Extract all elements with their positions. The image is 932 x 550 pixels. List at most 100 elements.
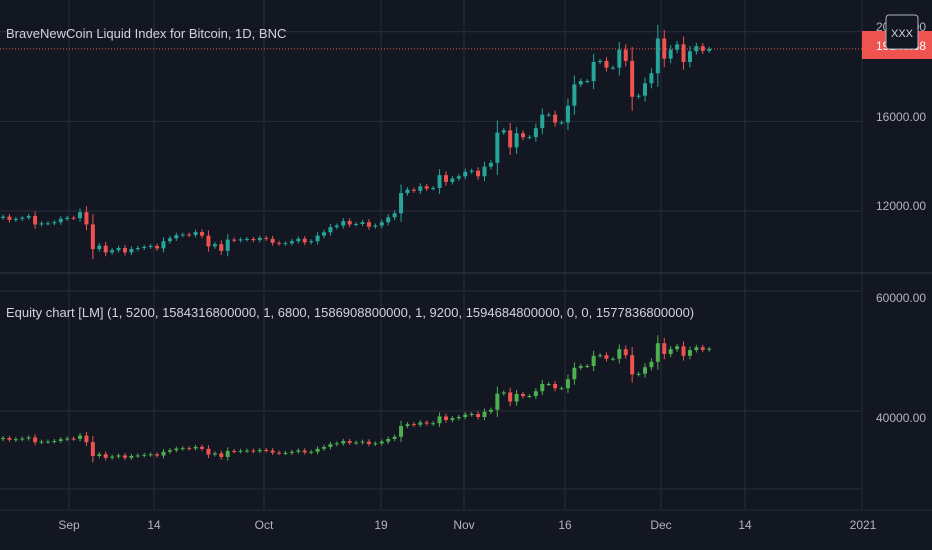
candle-down bbox=[508, 392, 513, 402]
candle-down bbox=[604, 355, 609, 359]
candle-down bbox=[424, 186, 429, 189]
candle-up bbox=[405, 189, 410, 194]
candle-up bbox=[572, 367, 577, 380]
candle-up bbox=[167, 450, 172, 452]
candle-up bbox=[514, 393, 519, 402]
candle-up bbox=[386, 217, 391, 223]
candle-up bbox=[456, 417, 461, 419]
candle-up bbox=[450, 178, 455, 182]
candle-up bbox=[585, 81, 590, 83]
candle-up bbox=[540, 114, 545, 129]
candle-up bbox=[161, 451, 166, 456]
candle-down bbox=[623, 349, 628, 356]
candle-down bbox=[347, 441, 352, 443]
candle-up bbox=[238, 450, 243, 452]
equity-scale-label: 60000.00 bbox=[876, 291, 926, 305]
candle-down bbox=[521, 393, 526, 397]
candle-up bbox=[610, 67, 615, 69]
time-axis-label: Nov bbox=[453, 518, 474, 532]
candle-up bbox=[97, 454, 102, 456]
candle-up bbox=[617, 49, 622, 68]
candle-up bbox=[694, 46, 699, 52]
grid-layer bbox=[0, 0, 862, 510]
candle-up bbox=[289, 451, 294, 453]
candle-up bbox=[418, 186, 423, 191]
candle-up bbox=[431, 187, 436, 189]
candle-down bbox=[251, 450, 256, 452]
candle-up bbox=[65, 217, 70, 219]
candle-down bbox=[277, 242, 282, 244]
settings-badge[interactable] bbox=[885, 14, 919, 50]
candle-up bbox=[328, 444, 333, 447]
candle-down bbox=[232, 450, 237, 452]
equity-scale-label: 40000.00 bbox=[876, 411, 926, 425]
candle-up bbox=[52, 441, 57, 442]
candle-down bbox=[553, 114, 558, 123]
equity-candles[interactable] bbox=[1, 335, 712, 463]
candle-down bbox=[206, 448, 211, 455]
candle-down bbox=[630, 355, 635, 375]
time-axis-label: Sep bbox=[58, 518, 80, 532]
candle-up bbox=[501, 392, 506, 394]
candle-down bbox=[411, 424, 416, 426]
time-axis-label: Dec bbox=[650, 518, 671, 532]
candle-up bbox=[129, 456, 134, 458]
candle-up bbox=[469, 170, 474, 172]
candle-up bbox=[65, 438, 70, 440]
candle-up bbox=[45, 223, 50, 225]
candle-up bbox=[527, 137, 532, 139]
candle-up bbox=[39, 441, 44, 443]
candle-down bbox=[270, 450, 275, 453]
time-axis-label: Oct bbox=[255, 518, 274, 532]
candle-up bbox=[244, 239, 249, 240]
candle-down bbox=[122, 455, 127, 458]
candle-down bbox=[71, 438, 76, 440]
candle-down bbox=[200, 446, 205, 449]
candle-up bbox=[193, 232, 198, 235]
candle-down bbox=[33, 437, 38, 443]
candle-up bbox=[687, 51, 692, 63]
candle-down bbox=[219, 244, 224, 251]
candle-up bbox=[578, 366, 583, 368]
candle-up bbox=[533, 128, 538, 138]
candle-up bbox=[296, 450, 301, 452]
candle-down bbox=[302, 450, 307, 453]
candle-up bbox=[78, 435, 83, 439]
candle-down bbox=[443, 416, 448, 420]
candle-up bbox=[533, 391, 538, 396]
candle-down bbox=[443, 175, 448, 182]
time-axis-label: 14 bbox=[147, 518, 161, 532]
candle-up bbox=[572, 84, 577, 106]
candle-up bbox=[610, 358, 615, 360]
candle-up bbox=[591, 62, 596, 82]
candle-up bbox=[687, 350, 692, 356]
candle-up bbox=[1, 438, 5, 440]
candle-up bbox=[405, 424, 410, 426]
candle-up bbox=[289, 241, 294, 244]
candle-down bbox=[476, 414, 481, 417]
candle-down bbox=[700, 347, 705, 350]
candle-up bbox=[116, 455, 121, 457]
candle-up bbox=[58, 218, 63, 223]
candle-down bbox=[7, 438, 12, 440]
candle-down bbox=[630, 60, 635, 97]
candle-up bbox=[456, 176, 461, 179]
candle-up bbox=[283, 452, 288, 454]
candle-up bbox=[668, 349, 673, 354]
candle-up bbox=[469, 414, 474, 415]
candle-up bbox=[148, 245, 153, 247]
candle-up bbox=[135, 455, 140, 457]
candle-up bbox=[322, 232, 326, 236]
candle-up bbox=[495, 132, 500, 163]
candle-down bbox=[347, 221, 352, 225]
candle-down bbox=[623, 49, 628, 61]
candle-up bbox=[437, 416, 442, 424]
candle-down bbox=[84, 212, 89, 225]
candle-up bbox=[437, 175, 442, 188]
candle-up bbox=[58, 439, 63, 441]
price-candles[interactable] bbox=[1, 24, 712, 260]
candle-up bbox=[26, 437, 31, 439]
candle-up bbox=[116, 247, 121, 251]
candle-down bbox=[206, 235, 211, 247]
candle-up bbox=[450, 418, 455, 420]
